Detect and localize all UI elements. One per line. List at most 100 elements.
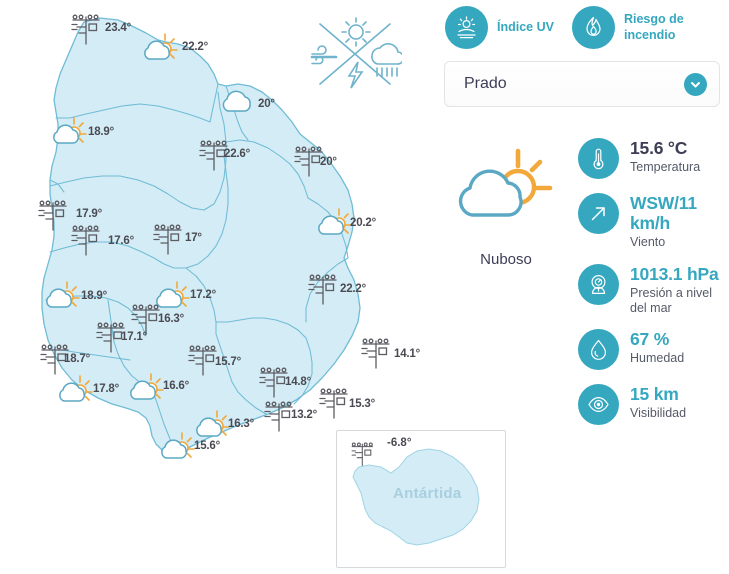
location-select-value: Prado bbox=[464, 75, 507, 92]
current-condition: Nuboso bbox=[446, 148, 566, 268]
sun-cloud-icon bbox=[53, 117, 87, 144]
metric-label: Humedad bbox=[630, 351, 685, 366]
sun-cloud-icon bbox=[144, 33, 178, 60]
station-marker-piriapolis[interactable] bbox=[261, 397, 295, 438]
station-marker-cerro-largo-n[interactable] bbox=[221, 85, 261, 120]
station-marker-carmelo[interactable] bbox=[58, 375, 98, 410]
station-marker-young[interactable] bbox=[68, 221, 102, 262]
station-marker-rivera[interactable] bbox=[143, 33, 183, 68]
temperature-label-piriapolis: 13.2° bbox=[291, 409, 317, 421]
temperature-label-florida: 17.2° bbox=[190, 289, 216, 301]
fire-risk-icon bbox=[571, 6, 615, 49]
lightning-icon bbox=[347, 61, 364, 89]
station-marker-cerro-largo[interactable] bbox=[291, 142, 325, 183]
station-marker-salto[interactable] bbox=[52, 117, 92, 152]
water-drop-icon bbox=[578, 329, 619, 371]
station-marker-rocha[interactable] bbox=[358, 334, 392, 375]
station-mast-icon bbox=[71, 225, 100, 256]
chevron-down-icon[interactable] bbox=[684, 72, 707, 96]
station-mast-icon bbox=[71, 14, 100, 45]
metric-text: 1013.1 hPa Presión a nivel del mar bbox=[630, 264, 729, 316]
metric-text: 67 % Humedad bbox=[630, 329, 684, 366]
station-mast-icon bbox=[308, 274, 337, 305]
border-colonia-sanjose bbox=[61, 349, 131, 361]
border-treinta-lavalleja bbox=[305, 257, 349, 323]
rain-cloud-icon bbox=[371, 43, 402, 77]
border-florida-lavalleja bbox=[215, 317, 307, 339]
metric-presi-n-a-nivel-del-mar: 1013.1 hPa Presión a nivel del mar bbox=[578, 263, 729, 316]
station-marker-san-jose[interactable] bbox=[93, 318, 127, 359]
sun-icon bbox=[341, 17, 371, 47]
temperature-label-trinidad: 16.3° bbox=[158, 313, 184, 325]
cloud-icon bbox=[222, 90, 251, 112]
station-mast-icon bbox=[153, 224, 182, 255]
station-marker-montevideo[interactable] bbox=[195, 410, 235, 445]
condition-label: Nuboso bbox=[480, 251, 532, 268]
station-mast-icon bbox=[188, 345, 217, 376]
metric-value: 67 % bbox=[630, 329, 670, 350]
temperature-label-carmelo: 17.8° bbox=[93, 383, 119, 395]
weather-compass-logo bbox=[310, 17, 402, 89]
temperature-label-montevideo: 16.3° bbox=[228, 418, 254, 430]
station-mast-icon bbox=[199, 140, 228, 171]
metric-value: 15.6 °C bbox=[630, 138, 688, 158]
station-mast-icon bbox=[294, 146, 323, 177]
uv-index-link[interactable]: Índice UV bbox=[445, 6, 554, 49]
metric-label: Temperatura bbox=[630, 160, 701, 174]
antarctica-temperature: -6.8° bbox=[387, 437, 412, 449]
temperature-label-minas: 15.7° bbox=[215, 356, 241, 368]
metric-visibilidad: 15 km Visibilidad bbox=[578, 384, 729, 426]
station-marker-colonia-s[interactable] bbox=[160, 432, 200, 467]
metric-text: WSW/11 km/h Viento bbox=[630, 193, 729, 250]
temperature-label-salto: 18.9° bbox=[88, 126, 114, 138]
barometer-icon bbox=[578, 263, 619, 305]
station-marker-libertad[interactable] bbox=[129, 373, 169, 408]
station-marker-rocha-n[interactable] bbox=[305, 270, 339, 311]
temperature-label-colonia: 18.7° bbox=[64, 353, 90, 365]
temperature-label-maldonado: 14.8° bbox=[285, 376, 311, 388]
station-marker-trinidad[interactable] bbox=[128, 300, 162, 341]
wind-icon bbox=[310, 45, 338, 65]
fire-risk-link[interactable]: Riesgo de incendio bbox=[571, 6, 702, 49]
sun-cloud-icon bbox=[318, 208, 352, 235]
wind-arrow-icon bbox=[578, 193, 619, 234]
station-marker-artigas[interactable] bbox=[68, 10, 102, 51]
station-marker-treinta-y-tres[interactable] bbox=[317, 208, 357, 243]
temperature-label-san-jose: 17.1° bbox=[121, 331, 147, 343]
border-rio-negro bbox=[49, 155, 229, 269]
sun-cloud-icon bbox=[46, 281, 80, 308]
temperature-label-paysandu: 17.9° bbox=[76, 208, 102, 220]
metric-label: Presión a nivel del mar bbox=[630, 285, 712, 315]
metric-text: 15 km Visibilidad bbox=[630, 384, 686, 421]
station-marker-durazno[interactable] bbox=[150, 220, 184, 261]
metric-viento: WSW/11 km/h Viento bbox=[578, 193, 729, 250]
station-marker-mercedes[interactable] bbox=[45, 281, 85, 316]
border-lavalleja-rocha bbox=[293, 337, 313, 405]
station-marker-colonia[interactable] bbox=[37, 340, 71, 381]
metric-label: Viento bbox=[630, 235, 666, 249]
station-marker-paysandu[interactable] bbox=[35, 196, 69, 237]
temperature-label-tacuarembo: 22.6° bbox=[224, 148, 250, 160]
station-mast-icon bbox=[40, 344, 69, 375]
station-marker-punta-este[interactable] bbox=[316, 384, 350, 425]
border-artigas-salto bbox=[55, 83, 219, 123]
metric-value: WSW/11 km/h bbox=[630, 193, 697, 233]
eye-icon bbox=[578, 384, 619, 426]
station-marker-minas[interactable] bbox=[185, 341, 219, 382]
station-marker-florida[interactable] bbox=[155, 281, 195, 316]
border-tacuarembo-east bbox=[225, 139, 309, 199]
temperature-label-rocha-n: 22.2° bbox=[340, 283, 366, 295]
temperature-label-rivera: 22.2° bbox=[182, 41, 208, 53]
sun-cloud-icon bbox=[161, 432, 195, 459]
station-mast-icon bbox=[319, 388, 348, 419]
antarctica-map-svg bbox=[351, 442, 480, 546]
location-select[interactable]: Prado bbox=[444, 61, 720, 107]
border-sanjose-canelones bbox=[151, 389, 173, 445]
station-mast-icon bbox=[131, 304, 160, 335]
station-marker-tacuarembo[interactable] bbox=[196, 136, 230, 177]
fire-risk-label: Riesgo de incendio bbox=[623, 12, 684, 42]
station-marker-maldonado[interactable] bbox=[256, 363, 290, 404]
station-mast-icon bbox=[264, 401, 293, 432]
antarctica-shape bbox=[352, 448, 480, 546]
